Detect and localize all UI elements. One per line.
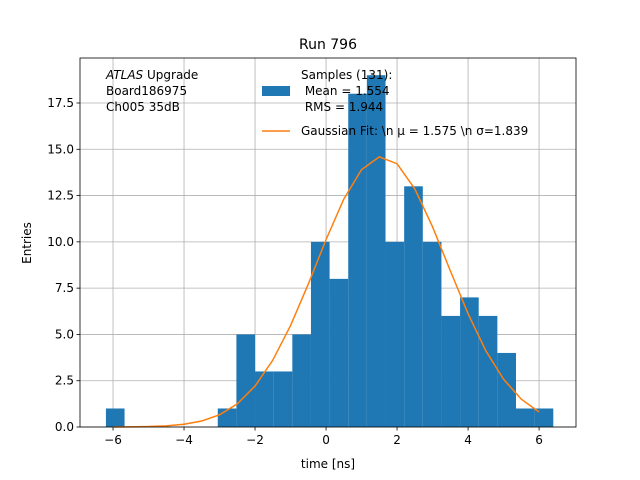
x-tick-label: 2 [393, 433, 401, 447]
y-tick-label: 7.5 [55, 281, 74, 295]
bar [497, 352, 516, 427]
bar [310, 241, 330, 427]
y-axis-label: Entries [20, 222, 34, 264]
y-tick-label: 10.0 [47, 235, 74, 249]
bar [273, 371, 293, 427]
y-tick-label: 17.5 [47, 96, 74, 110]
y-tick-label: 12.5 [47, 189, 74, 203]
bar [236, 334, 256, 427]
y-tick-label: 15.0 [47, 142, 74, 156]
bar [404, 186, 423, 427]
annotation: ATLAS Upgrade [105, 68, 198, 82]
legend-patch [262, 86, 290, 96]
bar [478, 315, 498, 427]
bar [385, 241, 405, 427]
bar [348, 93, 367, 427]
legend-label: Samples (131): Mean = 1.554 RMS = 1.944 [301, 68, 392, 114]
x-tick-label: 0 [322, 433, 330, 447]
bar [534, 408, 554, 427]
x-tick-label: −2 [246, 433, 264, 447]
y-tick-label: 2.5 [55, 374, 74, 388]
bar [460, 297, 479, 427]
bar [255, 371, 274, 427]
annotation: Board186975 [106, 84, 187, 98]
x-tick-label: 4 [464, 433, 472, 447]
chart-title: Run 796 [299, 37, 357, 53]
bar [105, 408, 125, 427]
annotation-rest: Upgrade [143, 68, 198, 82]
x-tick-label: −6 [104, 433, 122, 447]
bar [441, 315, 461, 427]
bar [292, 334, 311, 427]
axes-frame [79, 57, 577, 428]
x-tick-label: 6 [535, 433, 543, 447]
bar [329, 278, 349, 427]
fit-line [113, 156, 540, 428]
x-tick-label: −4 [175, 433, 193, 447]
x-axis-label: time [ns] [301, 457, 355, 471]
bar [515, 408, 535, 427]
bar [217, 408, 237, 427]
bar [422, 241, 442, 427]
legend-line-text: Samples (131): [301, 68, 392, 82]
y-tick-label: 5.0 [55, 327, 74, 341]
legend-line-text: RMS = 1.944 [301, 100, 383, 114]
annotation-italic: ATLAS [105, 68, 144, 82]
y-tick-label: 0.0 [55, 420, 74, 434]
legend-label: Gaussian Fit: \n μ = 1.575 \n σ=1.839 [301, 124, 528, 138]
annotation: Ch005 35dB [106, 100, 180, 114]
legend-line-text: Mean = 1.554 [301, 84, 390, 98]
